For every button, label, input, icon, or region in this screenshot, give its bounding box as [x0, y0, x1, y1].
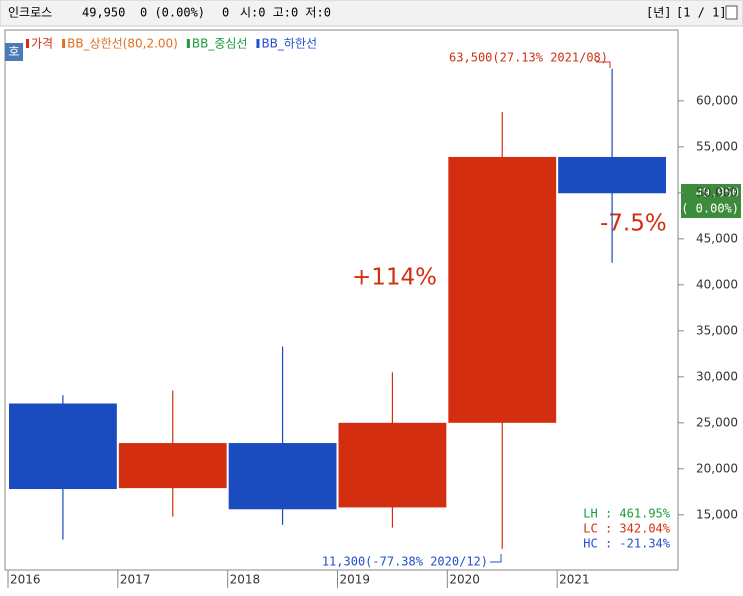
y-tick-label: 40,000: [696, 277, 738, 291]
badge[interactable]: [5, 43, 23, 61]
legend-label: BB_중심선: [192, 37, 248, 51]
candle-body: [448, 156, 557, 423]
x-tick-label: 2020: [449, 573, 480, 587]
price-tag-value: 49,950: [696, 186, 739, 200]
badge-label: 호: [8, 45, 19, 59]
rise-label: +114%: [352, 265, 437, 291]
stat: LC : 342.04%: [583, 522, 670, 536]
stat: LH : 461.95%: [583, 507, 670, 521]
period-button[interactable]: [년]: [646, 6, 672, 20]
high-note: 63,500(27.13% 2021/08): [449, 51, 608, 65]
candle-body: [558, 156, 666, 194]
x-tick-label: 2021: [559, 573, 590, 587]
ohl: 시:0 고:0 저:0: [240, 6, 331, 20]
low-note: 11,300(-77.38% 2020/12): [322, 555, 488, 569]
low-pointer: [490, 554, 502, 563]
fall-label: -7.5%: [600, 211, 667, 237]
y-tick-label: 30,000: [696, 369, 738, 383]
legend-label: BB_상한선(80,2.00): [67, 37, 178, 51]
y-tick-label: 45,000: [696, 231, 738, 245]
legend-label: BB_하한선: [261, 37, 317, 51]
candle-body: [228, 443, 337, 510]
legend-marker: [62, 39, 66, 48]
stat: HC : -21.34%: [583, 537, 670, 551]
change: 0 (0.00%): [140, 6, 205, 20]
candle-body: [9, 403, 117, 490]
volume: 0: [222, 6, 229, 20]
symbol: 인크로스: [8, 6, 52, 20]
x-tick-label: 2017: [120, 573, 151, 587]
x-tick-label: 2018: [230, 573, 261, 587]
legend-marker: [26, 39, 29, 48]
candle-body: [118, 443, 227, 489]
legend-label: 가격: [31, 37, 53, 51]
y-tick-label: 15,000: [696, 507, 738, 521]
y-tick-label: 25,000: [696, 415, 738, 429]
price: 49,950: [82, 6, 125, 20]
window-button[interactable]: [725, 5, 738, 20]
price-tag: [681, 184, 741, 218]
price-tag-change: ( 0.00%): [681, 202, 739, 216]
x-tick-label: 2019: [340, 573, 371, 587]
high-pointer: [596, 61, 611, 68]
y-tick-label: 35,000: [696, 323, 738, 337]
x-tick-label: 2016: [10, 573, 41, 587]
y-tick-label: 55,000: [696, 139, 738, 153]
pager: [1 / 1]: [676, 6, 727, 20]
legend-marker: [256, 39, 260, 48]
candle-body: [338, 422, 447, 508]
toolbar: [0, 0, 743, 27]
y-tick-label: 50,000: [696, 185, 738, 199]
legend-marker: [186, 39, 190, 48]
y-tick-label: 20,000: [696, 461, 738, 475]
y-tick-label: 60,000: [696, 93, 738, 107]
